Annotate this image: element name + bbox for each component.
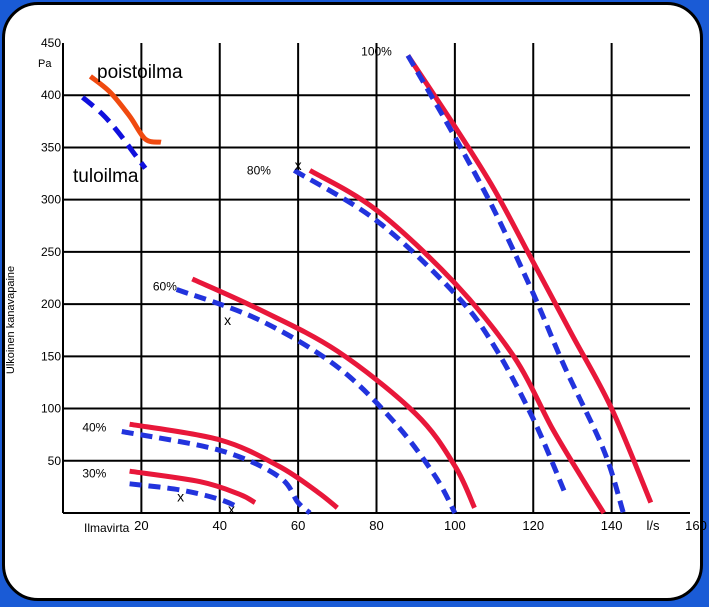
curve-40pct-poistoilma — [129, 421, 339, 510]
curve-80pct-tuloilma — [292, 168, 567, 494]
x-tick-label-60: 60 — [291, 518, 305, 533]
curve-80pct-poistoilma — [308, 168, 606, 515]
legend-line-tuloilma — [80, 95, 148, 170]
legend-line-poistoilma — [88, 74, 162, 145]
y-tick-label-50: 50 — [48, 454, 62, 468]
curve-40pct-tuloilma — [121, 429, 312, 515]
annotation-30pct: 30% — [82, 466, 106, 480]
x-tick-label-20: 20 — [134, 518, 148, 533]
x-axis-unit: l/s — [647, 518, 661, 533]
curve-60pct-poistoilma — [191, 276, 477, 509]
y-axis-unit: Pa — [38, 58, 52, 70]
curve-100pct-tuloilma — [405, 54, 626, 514]
curve-100pct-poistoilma — [405, 54, 654, 504]
y-tick-label-400: 400 — [41, 88, 61, 102]
y-tick-label-200: 200 — [41, 297, 61, 311]
annotation-80pct: 80% — [247, 163, 271, 177]
legend-label-tuloilma: tuloilma — [73, 166, 139, 187]
marker-x-8: x — [228, 501, 235, 517]
annotation-40pct: 40% — [82, 420, 106, 434]
x-tick-label-100: 100 — [444, 518, 466, 533]
curve-30pct-poistoilma — [129, 468, 257, 505]
grid — [62, 43, 690, 514]
x-axis-label: Ilmavirta — [84, 521, 130, 535]
marker-x-5: x — [295, 157, 302, 173]
y-tick-label-100: 100 — [41, 402, 61, 416]
x-tick-label-80: 80 — [369, 518, 383, 533]
x-tick-label-40: 40 — [213, 518, 227, 533]
y-axis-label: Ulkoinen kanavapaine — [5, 266, 17, 374]
labels: Ulkoinen kanavapaine Pa Ilmavirta l/s 50… — [5, 36, 707, 535]
annotation-60pct: 60% — [153, 279, 177, 293]
y-tick-label-350: 350 — [41, 140, 61, 154]
marker-x-6: x — [224, 312, 231, 328]
curves — [80, 54, 654, 515]
y-tick-label-250: 250 — [41, 245, 61, 259]
annotation-100pct: 100% — [361, 44, 392, 58]
curve-60pct-tuloilma — [175, 287, 458, 515]
curve-30pct-tuloilma — [129, 481, 241, 511]
x-tick-label-160: 160 — [685, 518, 707, 533]
legend-label-poistoilma: poistoilma — [97, 62, 183, 83]
x-tick-label-140: 140 — [601, 518, 623, 533]
x-tick-label-120: 120 — [522, 518, 544, 533]
y-tick-label-450: 450 — [41, 36, 61, 50]
marker-x-7: x — [177, 488, 184, 504]
y-tick-label-150: 150 — [41, 349, 61, 363]
y-tick-label-300: 300 — [41, 193, 61, 207]
